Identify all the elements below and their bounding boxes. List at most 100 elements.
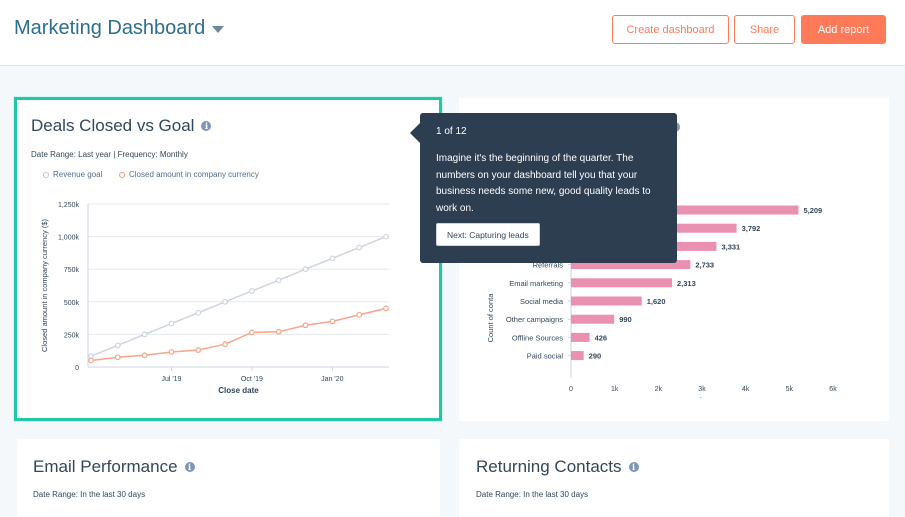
- card-title: Returning Contacts: [476, 457, 622, 476]
- x-tick-label: 2k: [655, 386, 663, 393]
- data-point: [275, 328, 282, 335]
- data-point: [329, 318, 336, 325]
- circle-icon: [119, 171, 125, 178]
- data-point: [195, 347, 202, 353]
- bar-value-label: 5,209: [803, 206, 822, 215]
- deals-line-chart: 0 250k 500k 750k 1,000k 1,250k Jul '19 Oct '19 J…: [40, 202, 389, 395]
- data-point: [302, 322, 309, 329]
- date-range-text: Date Range: In the last 30 days: [33, 490, 146, 499]
- bar-value-label: 290: [589, 352, 602, 361]
- y-tick-label: 1,000k: [58, 235, 80, 242]
- legend-label: Revenue goal: [53, 170, 103, 179]
- series-line: [90, 307, 387, 362]
- data-point: [222, 298, 228, 305]
- data-point: [356, 244, 363, 251]
- data-point: [302, 266, 309, 273]
- info-icon[interactable]: i: [201, 121, 212, 131]
- data-point: [168, 349, 175, 355]
- data-point: [249, 329, 255, 336]
- x-tick-label: Oct '19: [241, 376, 263, 383]
- x-tick-label: 5k: [786, 386, 794, 393]
- series-line: [90, 235, 387, 357]
- date-range-text: Date Range: In the last 30 days: [476, 490, 589, 499]
- x-tick-label: 0: [569, 386, 573, 393]
- x-axis-title: Count of contacts: [673, 396, 732, 398]
- bar: [571, 260, 691, 270]
- x-tick-label: 4k: [742, 386, 750, 393]
- bar-value-label: 1,620: [647, 297, 666, 306]
- email-card-header: Email Performance i: [33, 457, 195, 477]
- page-title: Marketing Dashboard: [14, 17, 206, 39]
- bar: [571, 296, 642, 306]
- category-label: Paid social: [527, 352, 564, 361]
- bar: [571, 351, 584, 361]
- bar-value-label: 2,313: [677, 279, 696, 288]
- x-tick-label: Jan '20: [321, 376, 343, 383]
- add-report-button[interactable]: Add report: [801, 15, 886, 44]
- category-label: Referrals: [533, 261, 564, 270]
- x-tick-label: 3k: [698, 386, 706, 393]
- data-point: [114, 342, 121, 349]
- data-point: [275, 277, 282, 284]
- y-tick-label: 0: [75, 365, 79, 372]
- card-title: Email Performance: [33, 457, 178, 476]
- data-point: [168, 320, 175, 327]
- deals-closed-card[interactable]: Deals Closed vs Goal i Date Range: Last …: [14, 97, 442, 421]
- bar: [571, 205, 799, 215]
- share-button[interactable]: Share: [734, 15, 795, 44]
- deals-card-header: Deals Closed vs Goal i: [31, 116, 212, 136]
- legend-item-closed[interactable]: Closed amount in company currency: [119, 170, 259, 179]
- dashboard-header: Marketing Dashboard Create dashboard Sha…: [0, 0, 905, 66]
- data-point: [356, 311, 363, 318]
- bar-value-label: 2,733: [695, 261, 714, 270]
- bar-value-label: 990: [619, 315, 632, 324]
- data-point: [141, 352, 148, 359]
- x-tick-label: 1k: [611, 386, 619, 393]
- data-point: [249, 288, 255, 294]
- y-tick-label: 1,250k: [58, 202, 80, 209]
- card-title: Deals Closed vs Goal: [31, 116, 195, 135]
- dashboard-selector[interactable]: Marketing Dashboard: [14, 17, 225, 40]
- bar: [571, 314, 615, 324]
- category-label: Email marketing: [509, 279, 563, 288]
- legend-label: Closed amount in company currency: [129, 170, 259, 179]
- legend-item-goal[interactable]: Revenue goal: [43, 170, 102, 179]
- tooltip-arrow: [410, 123, 420, 143]
- x-tick-label: Jul '19: [161, 376, 181, 383]
- x-tick-label: 6k: [829, 386, 837, 393]
- tooltip-body-text: Imagine it's the beginning of the quarte…: [436, 153, 651, 214]
- y-tick-label: 750k: [64, 267, 80, 274]
- bar: [571, 332, 590, 342]
- y-axis-title: Closed amount in company currency ($): [40, 219, 49, 352]
- category-label: Offline Sources: [512, 333, 563, 342]
- x-axis-title: Close date: [218, 386, 259, 395]
- data-point: [329, 255, 336, 262]
- data-point: [114, 354, 121, 361]
- category-label: Social media: [520, 297, 564, 306]
- info-icon[interactable]: i: [628, 462, 639, 472]
- date-range-text: Date Range: Last year | Frequency: Month…: [31, 150, 188, 159]
- circle-icon: [43, 171, 49, 178]
- data-point: [88, 357, 94, 364]
- returning-contacts-card[interactable]: Returning Contacts i Date Range: In the …: [459, 439, 889, 517]
- next-step-button[interactable]: Next: Capturing leads: [436, 223, 540, 246]
- bar-value-label: 426: [595, 333, 608, 342]
- data-point: [383, 305, 389, 312]
- data-point: [383, 233, 389, 240]
- data-point: [195, 309, 202, 316]
- bar-value-label: 3,792: [742, 224, 761, 233]
- y-tick-label: 250k: [64, 332, 80, 339]
- y-axis-title: Count of conta: [486, 293, 495, 343]
- category-label: Other campaigns: [506, 315, 563, 324]
- caret-down-icon[interactable]: [212, 26, 225, 33]
- create-dashboard-button[interactable]: Create dashboard: [612, 15, 729, 44]
- data-point: [222, 341, 228, 348]
- returning-card-header: Returning Contacts i: [476, 457, 639, 477]
- data-point: [141, 331, 148, 338]
- info-icon[interactable]: i: [184, 462, 195, 472]
- y-tick-label: 500k: [64, 300, 80, 307]
- email-performance-card[interactable]: Email Performance i Date Range: In the l…: [17, 439, 440, 517]
- bar: [571, 278, 673, 288]
- bar-value-label: 3,331: [721, 242, 740, 251]
- tooltip-step-counter: 1 of 12: [436, 126, 467, 137]
